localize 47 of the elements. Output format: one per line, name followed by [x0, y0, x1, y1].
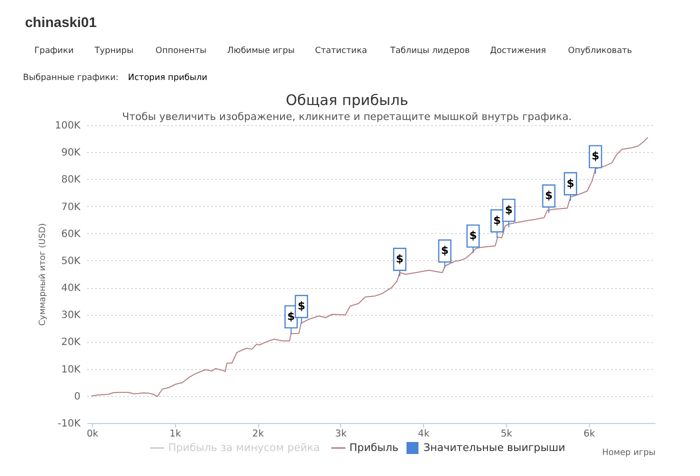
y-tick-label: 100K: [54, 120, 81, 132]
annotation: $: [298, 300, 306, 313]
y-tick-label: 80K: [61, 174, 81, 186]
text: Оппоненты: [155, 46, 207, 56]
y-tick-label: 90K: [61, 148, 81, 159]
line-series: [91, 137, 648, 397]
y-tick-label: 70K: [61, 202, 81, 213]
text: История прибыли: [128, 73, 208, 83]
x-tick-label: 1k: [169, 428, 182, 440]
text: Любимые игры: [227, 46, 295, 56]
x-tick-label: 5k: [500, 428, 513, 440]
legend-label: Значительные выигрыши: [424, 442, 566, 454]
y-tick-label: -10K: [58, 418, 81, 430]
x-tick-label: 0k: [86, 428, 99, 440]
x-tick-label: 6k: [583, 428, 596, 440]
chart-subtitle: Чтобы увеличить изображение, кликните и перетащите мышкой внутрь графика.: [122, 111, 572, 123]
annotation: $: [592, 150, 600, 163]
x-axis-title: Номер игры: [602, 448, 656, 458]
y-axis-title: Суммарный итог (USD): [38, 223, 48, 326]
y-tick-label: 40K: [61, 283, 81, 294]
y-tick-label: 30K: [61, 310, 81, 322]
text: Достижения: [490, 46, 546, 56]
annotation: $: [396, 252, 404, 266]
annotation: $: [493, 214, 501, 227]
text: Графики: [34, 46, 74, 56]
text: Опубликовать: [568, 46, 632, 56]
x-tick-label: 4k: [418, 428, 430, 440]
annotation: $: [544, 188, 553, 202]
x-tick-label: 2k: [252, 428, 264, 440]
y-tick-label: 0: [74, 391, 80, 402]
x-tick-label: 3k: [335, 428, 348, 440]
y-tick-label: 50K: [61, 256, 81, 267]
annotation: $: [287, 310, 295, 323]
text: chinaski01: [25, 14, 97, 30]
text: Статистика: [314, 46, 368, 56]
legend-label: Прибыль: [349, 442, 398, 454]
chart-title: Общая прибыль: [286, 93, 408, 109]
annotation: $: [440, 244, 449, 257]
y-tick-label: 10K: [61, 364, 81, 376]
y-tick-label: 60K: [61, 228, 81, 240]
annotation: $: [469, 229, 477, 242]
y-tick-label: 20K: [61, 337, 81, 348]
annotation: $: [566, 176, 574, 190]
text: Турниры: [94, 46, 134, 56]
annotation: $: [504, 203, 513, 216]
text: Таблицы лидеров: [389, 46, 470, 56]
text: Выбранные графики:: [23, 73, 119, 83]
